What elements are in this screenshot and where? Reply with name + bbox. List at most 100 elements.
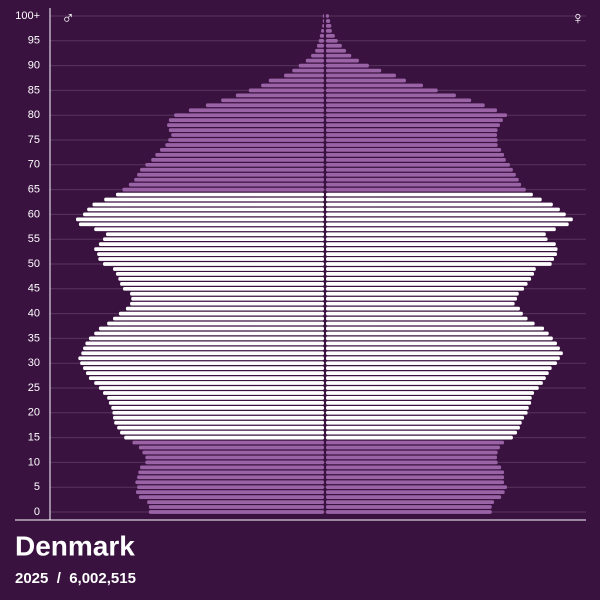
y-tick-label: 80 — [28, 109, 40, 121]
bar — [326, 430, 517, 435]
bar — [326, 281, 528, 286]
bar — [103, 391, 324, 395]
bar — [326, 306, 520, 311]
bar — [326, 272, 535, 276]
bar — [123, 286, 324, 291]
bar — [132, 440, 324, 445]
bar — [326, 123, 500, 127]
bar — [148, 510, 324, 514]
bar — [115, 192, 324, 197]
bar — [326, 455, 498, 460]
bar — [140, 167, 324, 172]
bar — [81, 351, 325, 356]
bar — [322, 19, 324, 23]
bar — [113, 415, 324, 420]
bar — [326, 435, 513, 440]
bar — [122, 187, 324, 192]
bar — [326, 153, 505, 157]
bar — [107, 321, 325, 326]
bar — [120, 281, 324, 286]
legend-male: ♂ — [61, 8, 75, 28]
bar — [147, 500, 324, 504]
bar — [326, 143, 498, 147]
bar — [111, 405, 324, 410]
bar — [326, 14, 329, 18]
bar — [138, 495, 324, 499]
bar — [326, 98, 472, 103]
bar — [145, 455, 324, 460]
y-tick-label: 25 — [28, 382, 40, 394]
bar — [83, 366, 325, 371]
bar — [326, 237, 548, 242]
y-tick-label: 55 — [28, 233, 40, 245]
bar — [137, 475, 324, 480]
bar — [171, 133, 324, 137]
bar — [322, 14, 324, 18]
bar — [326, 480, 505, 485]
bar — [167, 123, 324, 127]
bar — [137, 172, 324, 177]
bar — [326, 445, 500, 450]
y-tick-label: 95 — [28, 35, 40, 47]
bar — [87, 207, 324, 212]
bar — [326, 33, 335, 38]
bar — [326, 321, 535, 326]
bar — [326, 301, 515, 306]
bar — [326, 162, 510, 167]
bar — [103, 237, 324, 242]
bar — [128, 182, 324, 187]
y-tick-label: 15 — [28, 432, 40, 444]
bar — [326, 420, 522, 425]
bar — [168, 118, 324, 123]
bar — [326, 88, 438, 93]
bar — [107, 396, 325, 400]
y-tick-label: 60 — [28, 208, 40, 220]
bar — [284, 73, 324, 78]
bar — [326, 24, 332, 28]
bar — [134, 177, 324, 182]
bar — [326, 78, 406, 83]
bar — [326, 242, 556, 247]
bar — [326, 93, 456, 98]
bar — [221, 98, 324, 103]
bar — [94, 227, 324, 232]
bar — [98, 242, 324, 247]
bar — [326, 148, 502, 152]
bar — [326, 510, 492, 514]
bar — [104, 197, 325, 202]
bar — [108, 401, 325, 405]
bar — [326, 296, 517, 301]
bar — [326, 505, 492, 509]
bar — [326, 316, 528, 321]
bar — [168, 138, 324, 142]
bar — [326, 425, 520, 430]
bar — [326, 401, 532, 405]
bar — [326, 217, 573, 222]
bar — [235, 93, 324, 98]
bar — [188, 108, 324, 113]
bar — [131, 296, 324, 301]
bar — [326, 133, 498, 137]
bar — [326, 356, 560, 361]
bar — [83, 212, 325, 217]
bar — [326, 475, 505, 480]
bar — [318, 38, 324, 43]
bar — [326, 118, 503, 123]
bar — [326, 262, 552, 266]
bar — [248, 88, 324, 93]
y-tick-label: 65 — [28, 184, 40, 196]
bar — [326, 222, 569, 227]
bar — [321, 29, 324, 33]
bar — [326, 29, 332, 33]
bar — [155, 153, 324, 157]
bar — [326, 108, 498, 113]
bar — [142, 450, 324, 455]
bar — [326, 495, 502, 499]
bar — [76, 217, 324, 222]
bar — [326, 341, 557, 346]
bar — [326, 53, 352, 58]
bar — [326, 376, 546, 380]
bar — [115, 272, 324, 276]
bar — [326, 157, 506, 162]
